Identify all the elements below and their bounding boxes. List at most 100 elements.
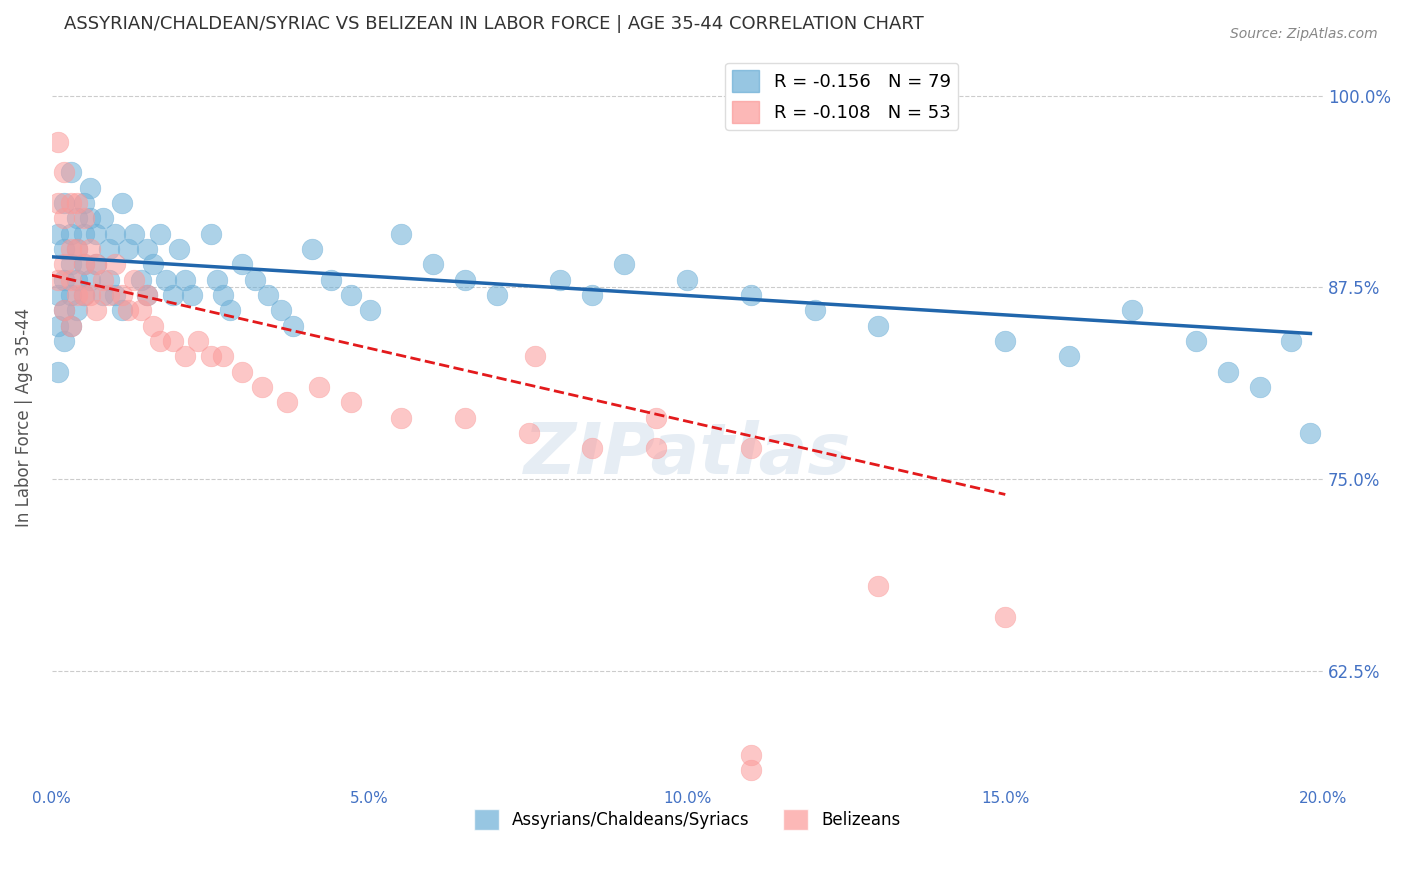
- Point: [53, 211, 76, 226]
- Point: [91, 288, 114, 302]
- Point: [46, 135, 69, 149]
- Point: [187, 334, 209, 348]
- Point: [174, 350, 197, 364]
- Point: [53, 303, 76, 318]
- Point: [59, 165, 82, 179]
- Point: [72, 258, 94, 272]
- Point: [740, 288, 762, 302]
- Point: [59, 196, 82, 211]
- Point: [1299, 426, 1322, 441]
- Point: [149, 227, 172, 241]
- Point: [1249, 380, 1271, 394]
- Point: [676, 273, 699, 287]
- Point: [454, 410, 477, 425]
- Point: [581, 288, 603, 302]
- Point: [149, 334, 172, 348]
- Point: [46, 196, 69, 211]
- Point: [270, 303, 292, 318]
- Point: [868, 579, 890, 593]
- Point: [66, 196, 89, 211]
- Point: [53, 303, 76, 318]
- Point: [59, 288, 82, 302]
- Point: [104, 258, 127, 272]
- Point: [97, 242, 120, 256]
- Point: [136, 288, 159, 302]
- Point: [66, 242, 89, 256]
- Point: [46, 227, 69, 241]
- Point: [1185, 334, 1208, 348]
- Point: [117, 242, 139, 256]
- Point: [308, 380, 330, 394]
- Point: [91, 211, 114, 226]
- Point: [46, 318, 69, 333]
- Point: [250, 380, 273, 394]
- Point: [59, 242, 82, 256]
- Point: [212, 350, 235, 364]
- Point: [66, 273, 89, 287]
- Point: [53, 165, 76, 179]
- Y-axis label: In Labor Force | Age 35-44: In Labor Force | Age 35-44: [15, 309, 32, 527]
- Point: [59, 273, 82, 287]
- Point: [124, 227, 146, 241]
- Point: [53, 258, 76, 272]
- Point: [389, 410, 412, 425]
- Point: [180, 288, 202, 302]
- Point: [485, 288, 508, 302]
- Point: [174, 273, 197, 287]
- Legend: Assyrians/Chaldeans/Syriacs, Belizeans: Assyrians/Chaldeans/Syriacs, Belizeans: [467, 803, 907, 837]
- Point: [66, 211, 89, 226]
- Point: [142, 318, 165, 333]
- Point: [84, 303, 107, 318]
- Point: [422, 258, 444, 272]
- Point: [66, 303, 89, 318]
- Point: [339, 288, 361, 302]
- Point: [84, 258, 107, 272]
- Point: [72, 227, 94, 241]
- Point: [454, 273, 477, 287]
- Point: [644, 442, 666, 456]
- Point: [46, 365, 69, 379]
- Point: [359, 303, 381, 318]
- Point: [276, 395, 298, 409]
- Point: [1057, 350, 1080, 364]
- Point: [218, 303, 240, 318]
- Point: [613, 258, 636, 272]
- Point: [155, 273, 177, 287]
- Point: [111, 303, 134, 318]
- Point: [1121, 303, 1143, 318]
- Point: [1279, 334, 1302, 348]
- Point: [124, 273, 146, 287]
- Point: [97, 273, 120, 287]
- Point: [72, 288, 94, 302]
- Point: [231, 258, 253, 272]
- Point: [72, 288, 94, 302]
- Point: [142, 258, 165, 272]
- Point: [111, 288, 134, 302]
- Point: [162, 334, 184, 348]
- Point: [104, 288, 127, 302]
- Point: [104, 227, 127, 241]
- Point: [231, 365, 253, 379]
- Point: [283, 318, 305, 333]
- Point: [868, 318, 890, 333]
- Point: [740, 748, 762, 763]
- Point: [136, 242, 159, 256]
- Point: [389, 227, 412, 241]
- Point: [66, 288, 89, 302]
- Point: [59, 258, 82, 272]
- Text: ZIPatlas: ZIPatlas: [524, 420, 851, 489]
- Point: [72, 196, 94, 211]
- Point: [994, 334, 1017, 348]
- Point: [66, 242, 89, 256]
- Point: [517, 426, 540, 441]
- Point: [523, 350, 546, 364]
- Point: [53, 334, 76, 348]
- Point: [243, 273, 266, 287]
- Point: [200, 350, 222, 364]
- Point: [79, 181, 101, 195]
- Point: [84, 227, 107, 241]
- Point: [301, 242, 323, 256]
- Point: [129, 303, 152, 318]
- Point: [79, 273, 101, 287]
- Point: [644, 410, 666, 425]
